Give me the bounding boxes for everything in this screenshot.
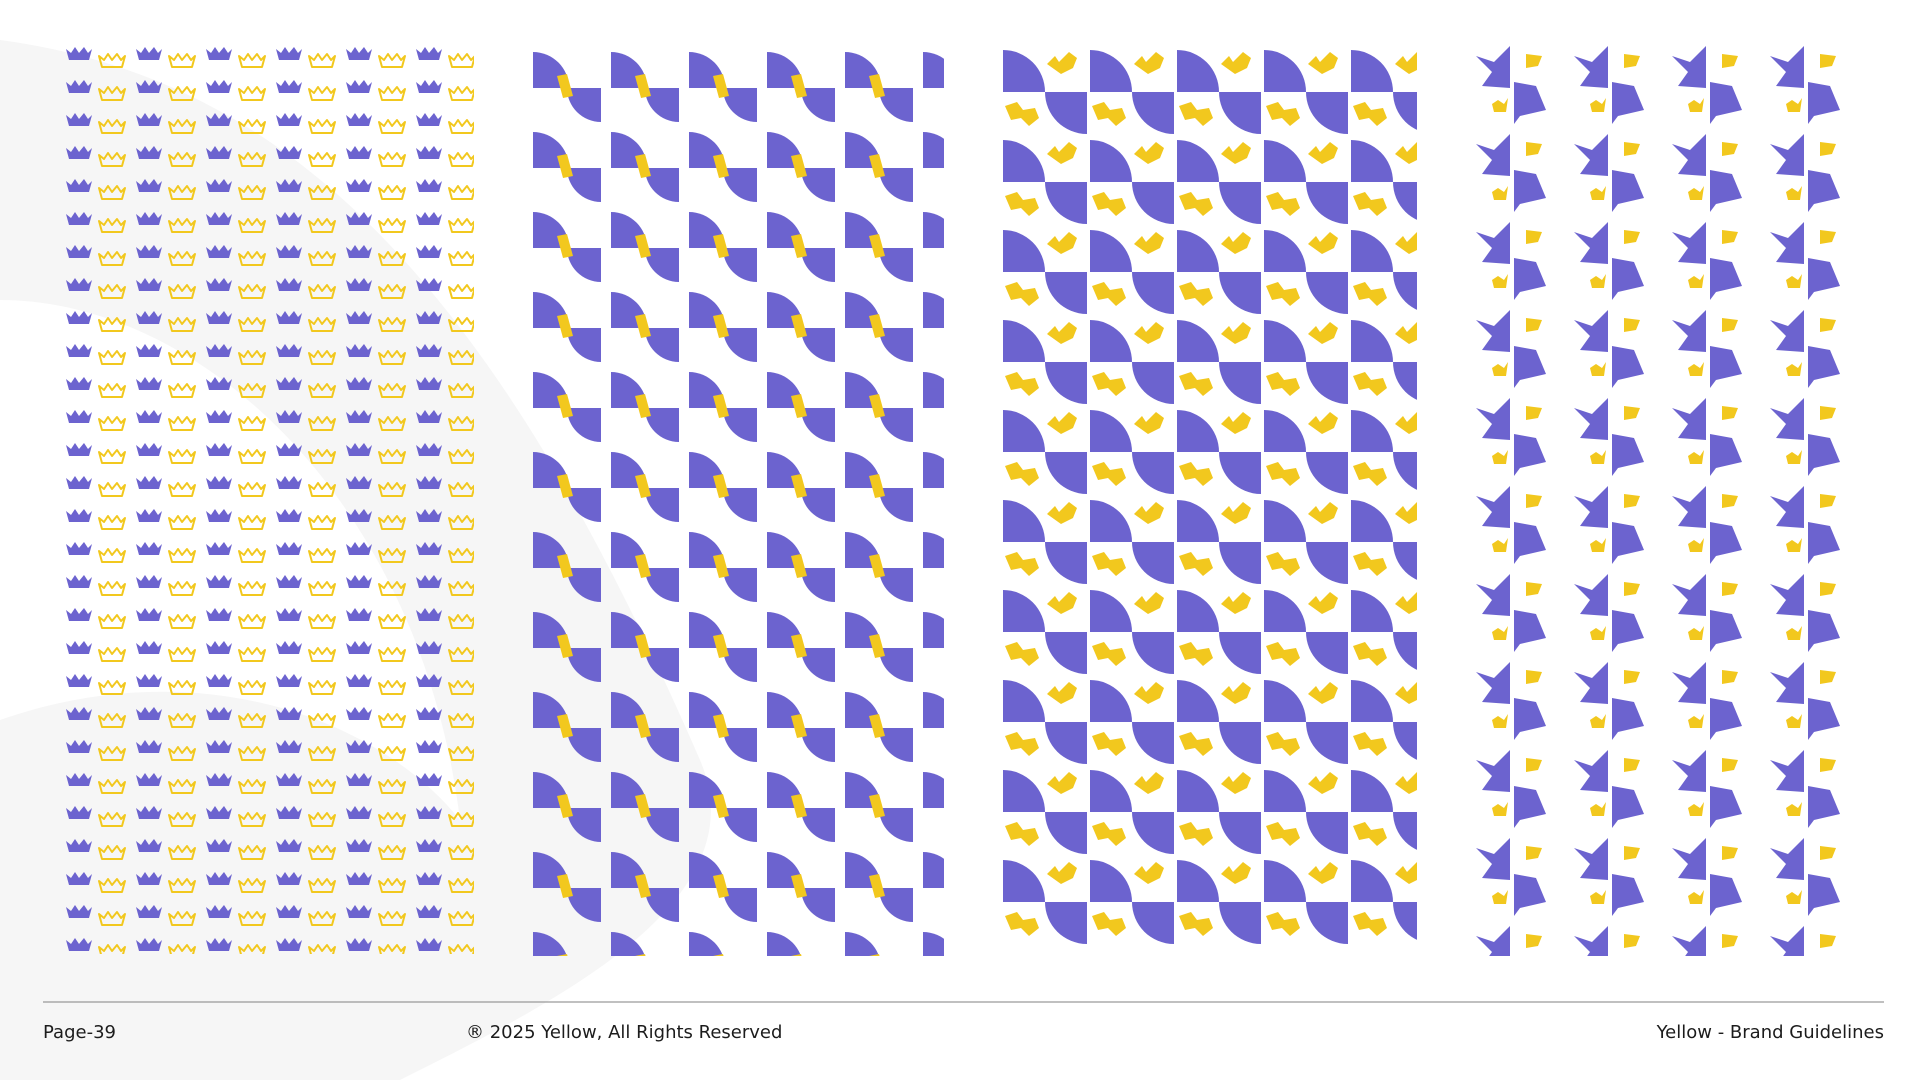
- star-pattern: [1476, 46, 1858, 956]
- quarter-pattern: [533, 52, 944, 956]
- page-number: Page-39: [43, 1022, 116, 1043]
- wave-pattern: [1003, 50, 1417, 948]
- brand-title: Yellow - Brand Guidelines: [1656, 1022, 1884, 1043]
- crown-pattern: [64, 47, 474, 954]
- copyright: ® 2025 Yellow, All Rights Reserved: [466, 1022, 783, 1043]
